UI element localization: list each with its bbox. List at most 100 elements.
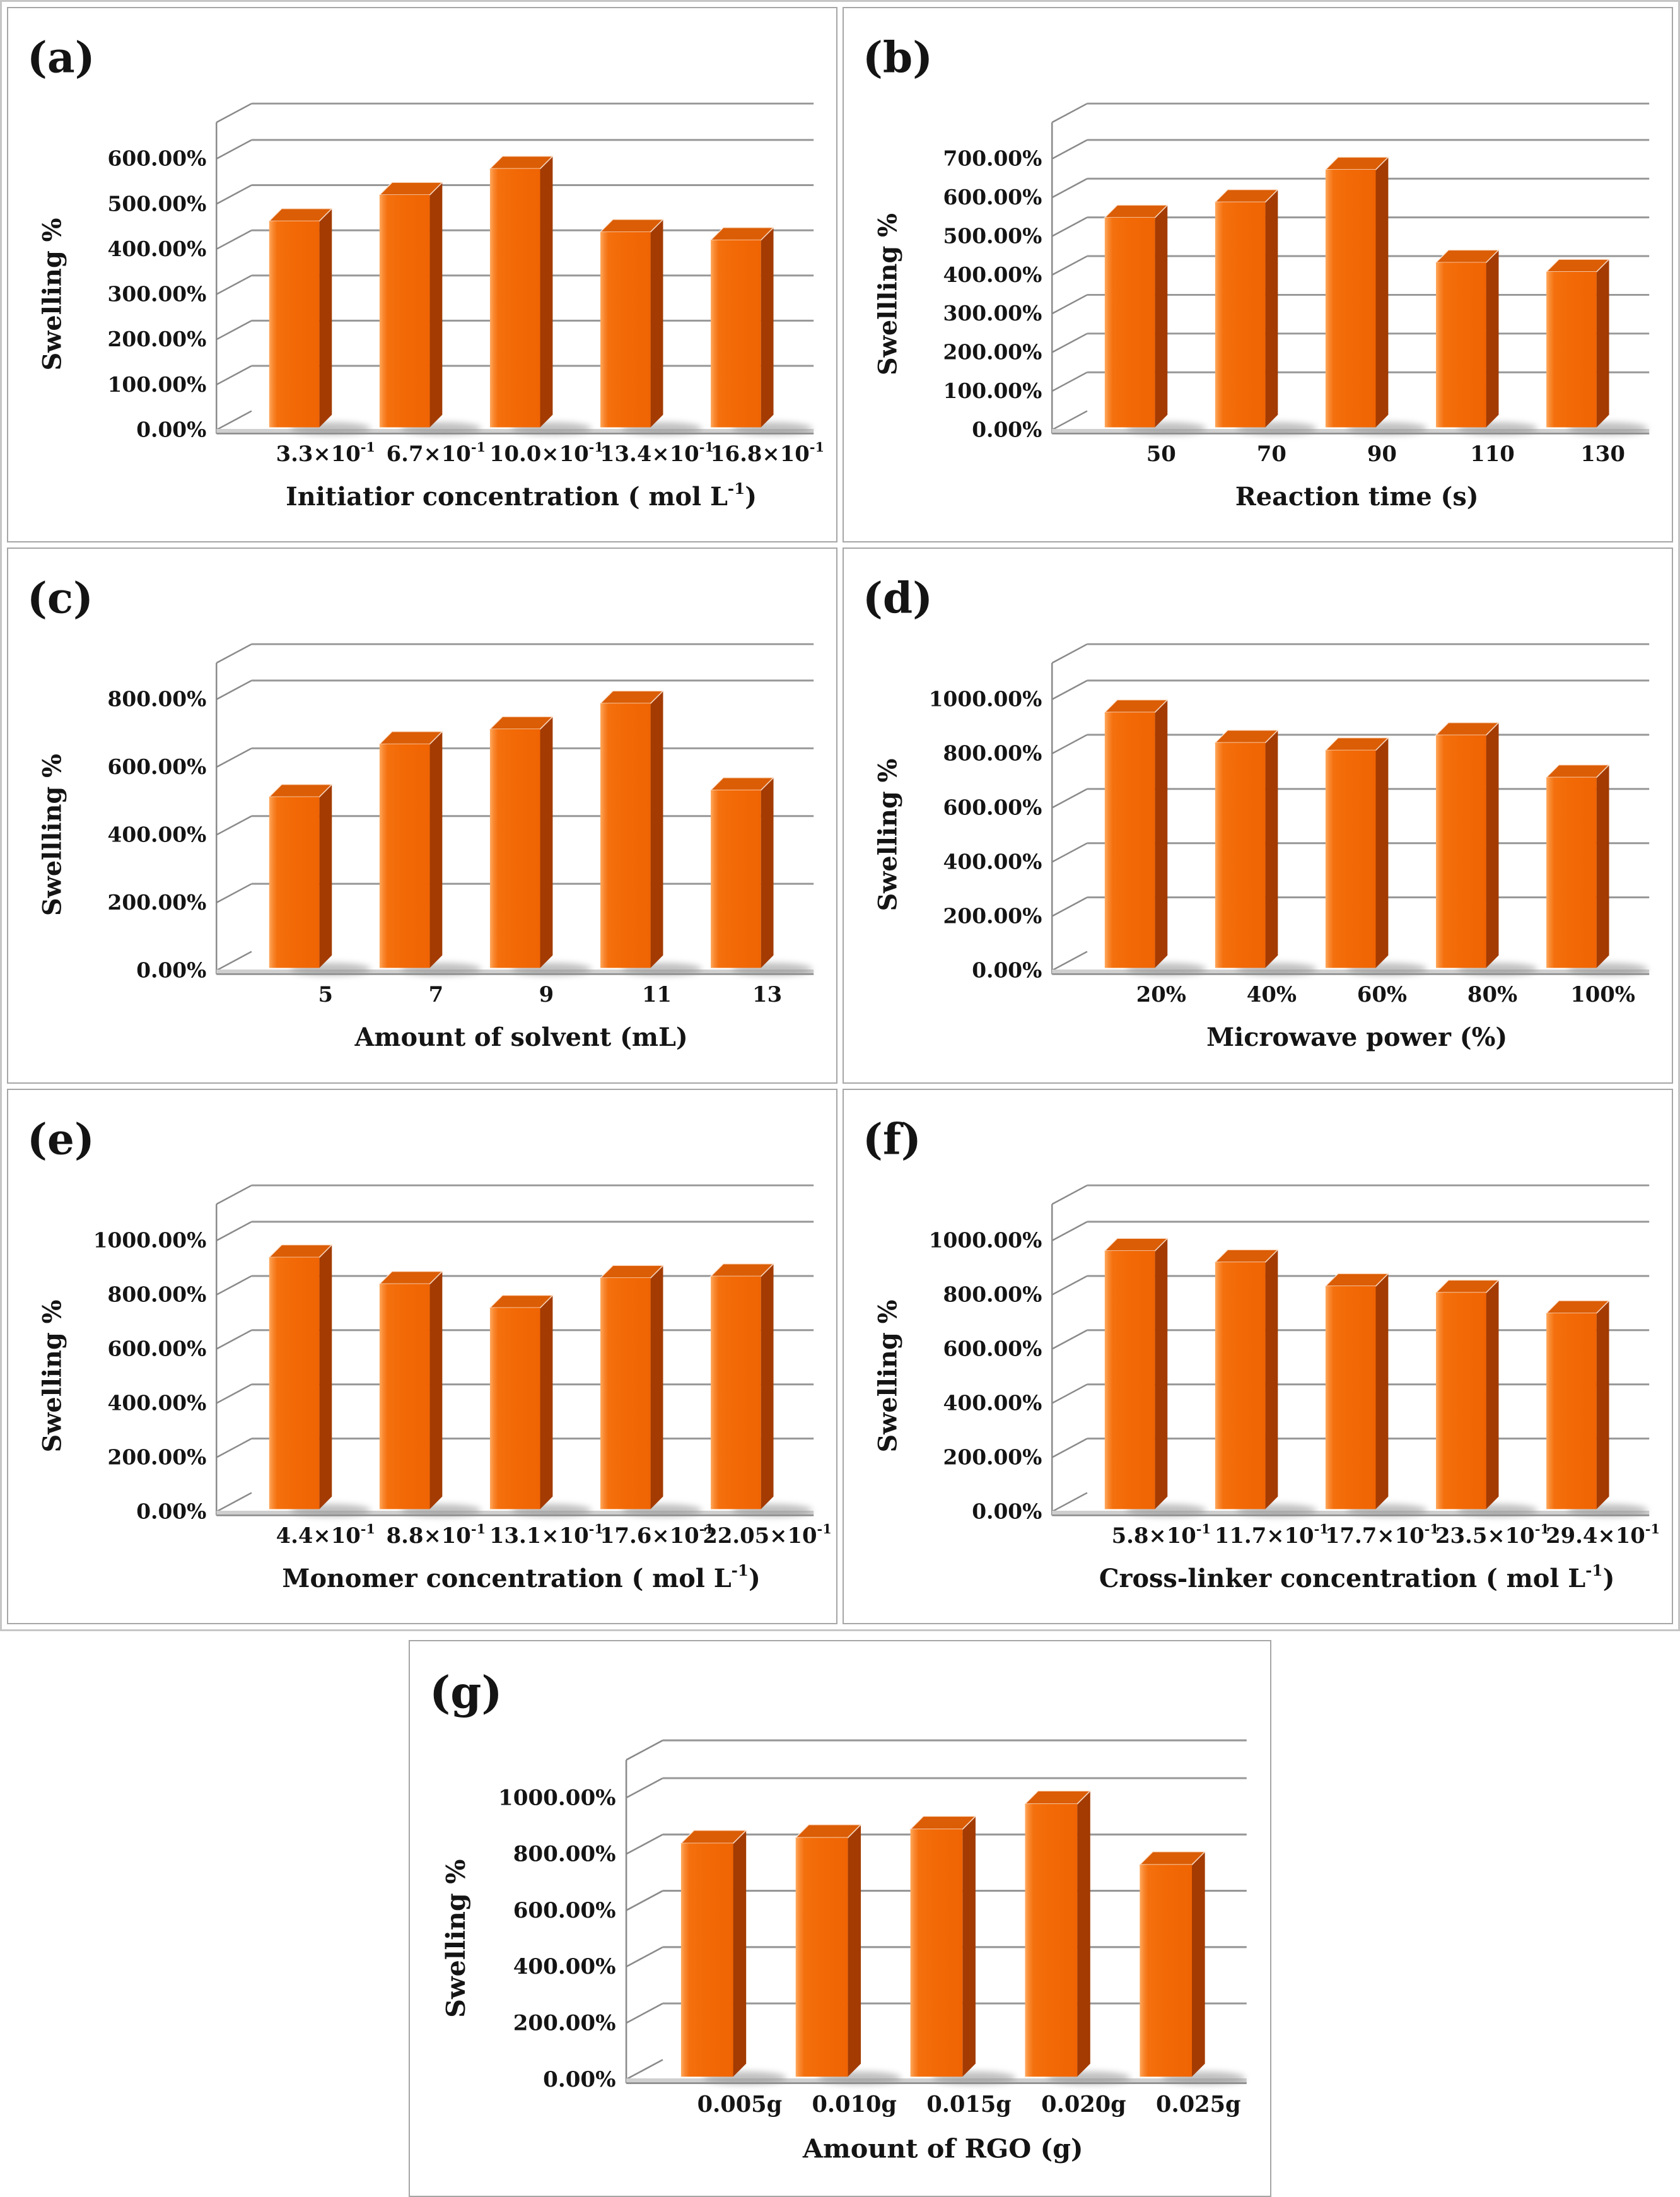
bar-group — [599, 1265, 703, 1517]
bar-side-face — [1375, 738, 1389, 968]
bar-side-face — [1077, 1791, 1090, 2077]
y-tick-label: 500.00% — [943, 223, 1042, 248]
y-tick-label: 700.00% — [943, 146, 1042, 171]
y-tick-connector — [1051, 680, 1088, 701]
bar-front-face — [1435, 735, 1486, 968]
x-axis-title: Monomer concentration ( mol L-1) — [282, 1561, 760, 1593]
bar-side-face — [1596, 765, 1609, 968]
y-tick-label: 400.00% — [108, 823, 207, 847]
bar-side-face — [1155, 205, 1168, 428]
y-tick-label: 600.00% — [108, 146, 207, 171]
x-tick-label: 13.1×10-1 — [489, 1521, 604, 1548]
y-tick-label: 200.00% — [943, 1444, 1042, 1469]
bar-front-face — [269, 1257, 320, 1509]
y-tick-connector — [216, 951, 252, 972]
y-tick-connector — [1051, 216, 1088, 237]
bar-front-face — [269, 221, 320, 428]
bar-group — [679, 1830, 787, 2085]
bar-group — [1435, 722, 1538, 976]
wall-top-connector — [216, 103, 252, 124]
x-tick-label: 5.8×10-1 — [1112, 1521, 1211, 1548]
x-tick-label: 3.3×10-1 — [276, 439, 375, 466]
bar-group — [909, 1815, 1016, 2085]
bar-side-face — [1265, 189, 1278, 428]
y-tick-label: 300.00% — [943, 301, 1042, 325]
bar-side-face — [429, 732, 443, 968]
x-tick-label: 130 — [1580, 441, 1625, 466]
x-tick-label: 100% — [1570, 982, 1635, 1007]
bar-side-face — [650, 1265, 663, 1509]
y-axis-title: Swelling % — [38, 1300, 67, 1453]
x-tick-label: 80% — [1467, 982, 1517, 1007]
y-tick-connector — [626, 2003, 663, 2024]
x-tick-label: 10.0×10-1 — [489, 439, 604, 466]
x-tick-label: 0.005g — [697, 2092, 783, 2118]
bar-top-face — [1324, 737, 1390, 751]
bar-group — [1324, 156, 1428, 435]
bar-side-face — [761, 778, 774, 968]
panel-letter: (f) — [863, 1113, 921, 1164]
x-tick-label: 110 — [1470, 441, 1515, 466]
y-tick-label: 200.00% — [108, 890, 207, 915]
y-tick-label: 100.00% — [943, 378, 1042, 403]
panel-letter: (b) — [863, 32, 933, 82]
bar-group — [1213, 730, 1317, 976]
y-tick-label: 600.00% — [943, 185, 1042, 209]
bar-front-face — [600, 703, 651, 968]
bar-side-face — [429, 1271, 443, 1509]
bar-front-face — [1104, 1251, 1155, 1509]
bar-top-face — [599, 690, 665, 705]
y-tick-label: 600.00% — [108, 1337, 207, 1361]
y-tick-connector — [1051, 1438, 1088, 1458]
wall-top-connector — [1051, 103, 1088, 124]
y-tick-label: 0.00% — [972, 958, 1042, 983]
y-tick-label: 800.00% — [108, 1282, 207, 1307]
x-axis-title: Initiatior concentration ( mol L-1) — [286, 479, 757, 512]
x-tick-label: 23.5×10-1 — [1435, 1521, 1549, 1548]
x-tick-label: 8.8×10-1 — [387, 1521, 486, 1548]
y-tick-connector — [626, 1890, 663, 1912]
bar-side-face — [1191, 1852, 1205, 2077]
bar-group — [489, 716, 592, 976]
y-tick-connector — [1051, 372, 1088, 392]
bar-group — [599, 219, 703, 435]
y-tick-label: 1000.00% — [929, 1228, 1042, 1253]
panel-letter: (c) — [27, 573, 93, 623]
x-tick-label: 70 — [1257, 441, 1286, 466]
bar-side-face — [650, 691, 663, 968]
y-tick-label: 800.00% — [108, 687, 207, 712]
bar-front-face — [1325, 169, 1376, 428]
y-tick-label: 100.00% — [108, 372, 207, 397]
bar-group — [1103, 700, 1206, 976]
bar-side-face — [733, 1831, 747, 2077]
x-tick-label: 6.7×10-1 — [387, 439, 486, 466]
bar-front-face — [1435, 262, 1486, 428]
bar-side-face — [761, 227, 774, 428]
x-tick-label: 16.8×10-1 — [710, 439, 824, 466]
x-tick-label: 0.025g — [1156, 2092, 1241, 2118]
y-tick-connector — [1051, 255, 1088, 276]
bar-front-face — [489, 729, 540, 968]
y-tick-label: 400.00% — [108, 237, 207, 261]
bar-group — [378, 182, 482, 435]
y-tick-label: 1000.00% — [93, 1228, 207, 1253]
y-axis-title: Swelling % — [874, 759, 903, 911]
bar-side-face — [1486, 723, 1499, 968]
bar-side-face — [1265, 730, 1278, 968]
y-tick-label: 600.00% — [943, 1337, 1042, 1361]
x-tick-label: 13.4×10-1 — [600, 439, 714, 466]
bar-group — [1024, 1790, 1131, 2085]
bar-group — [709, 226, 813, 435]
y-tick-connector — [1051, 410, 1088, 431]
chart-panel-b: (b) 0.00% 100.00% 200.00% 300.00% 400.00% 500.… — [843, 7, 1673, 543]
bar-front-face — [489, 168, 540, 428]
bar-front-face — [1215, 742, 1266, 968]
panel-letter: (a) — [27, 32, 95, 82]
y-tick-connector — [216, 320, 252, 341]
bar-front-face — [1104, 712, 1155, 968]
y-tick-connector — [1051, 843, 1088, 864]
y-tick-connector — [216, 680, 252, 701]
bar-group — [1138, 1851, 1245, 2085]
y-tick-connector — [216, 883, 252, 904]
x-tick-label: 40% — [1247, 982, 1297, 1007]
